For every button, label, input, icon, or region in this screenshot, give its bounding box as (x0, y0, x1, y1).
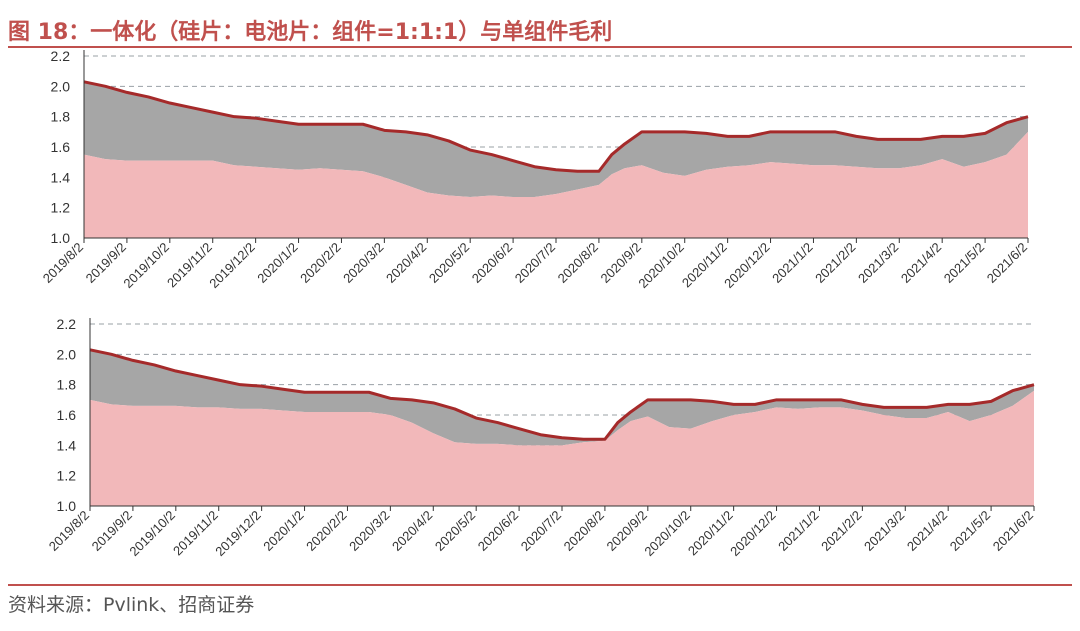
x-tick-label: 2021/6/2 (990, 508, 1036, 554)
x-tick-label: 2021/6/2 (984, 240, 1030, 286)
x-tick-label: 2020/12/2 (721, 240, 773, 292)
x-tick-label: 2019/12/2 (206, 240, 258, 292)
y-tick-label: 1.0 (57, 498, 77, 514)
x-tick-label: 2020/10/2 (641, 508, 693, 560)
x-tick-label: 2020/2/2 (297, 240, 343, 286)
x-tick-label: 2020/3/2 (346, 508, 392, 554)
y-tick-label: 2.2 (57, 316, 77, 332)
x-tick-label: 2020/3/2 (340, 240, 386, 286)
x-tick-label: 2020/1/2 (260, 508, 306, 554)
x-tick-label: 2020/8/2 (555, 240, 601, 286)
title-bar: 图 18：一体化（硅片：电池片：组件=1:1:1）与单组件毛利 (8, 10, 1072, 48)
x-tick-label: 2020/7/2 (518, 508, 564, 554)
x-tick-label: 2021/4/2 (898, 240, 944, 286)
figure-title: 图 18：一体化（硅片：电池片：组件=1:1:1）与单组件毛利 (8, 20, 613, 45)
x-tick-label: 2020/5/2 (432, 508, 478, 554)
x-tick-label: 2021/5/2 (947, 508, 993, 554)
x-tick-label: 2020/12/2 (727, 508, 779, 560)
x-tick-label: 2020/8/2 (561, 508, 607, 554)
series-pink-area (84, 131, 1028, 238)
y-tick-label: 1.6 (57, 407, 77, 423)
y-tick-label: 1.8 (51, 109, 71, 125)
series-gray-area (90, 349, 1034, 446)
x-tick-label: 2021/1/2 (775, 508, 821, 554)
source-note: 资料来源：Pvlink、招商证券 (8, 594, 255, 616)
x-tick-label: 2021/2/2 (812, 240, 858, 286)
x-tick-label: 2021/3/2 (855, 240, 901, 286)
x-tick-label: 2020/10/2 (635, 240, 687, 292)
chart-upper: 1.01.21.41.61.82.02.22019/8/22019/9/2201… (40, 48, 1030, 292)
x-tick-label: 2021/1/2 (769, 240, 815, 286)
source-divider (8, 584, 1072, 586)
y-tick-label: 1.6 (51, 139, 71, 155)
series-pink-area (90, 390, 1034, 506)
x-tick-label: 2019/8/2 (40, 240, 86, 286)
y-tick-label: 1.4 (57, 437, 77, 453)
y-tick-label: 1.2 (57, 468, 77, 484)
x-tick-label: 2019/10/2 (126, 508, 178, 560)
x-tick-label: 2020/4/2 (383, 240, 429, 286)
y-tick-label: 1.0 (51, 230, 71, 246)
y-tick-label: 2.0 (51, 78, 71, 94)
series-line (89, 348, 1035, 441)
x-tick-label: 2021/5/2 (941, 240, 987, 286)
x-tick-label: 2020/1/2 (254, 240, 300, 286)
x-tick-label: 2021/3/2 (861, 508, 907, 554)
x-tick-label: 2020/4/2 (389, 508, 435, 554)
x-tick-label: 2019/10/2 (120, 240, 172, 292)
x-tick-label: 2019/8/2 (46, 508, 92, 554)
y-tick-label: 2.2 (51, 48, 71, 64)
x-tick-label: 2020/5/2 (426, 240, 472, 286)
x-tick-label: 2020/2/2 (303, 508, 349, 554)
chart-lower: 1.01.21.41.61.82.02.22019/8/22019/9/2201… (46, 316, 1036, 560)
y-tick-label: 1.8 (57, 377, 77, 393)
x-tick-label: 2020/6/2 (475, 508, 521, 554)
y-tick-label: 1.4 (51, 169, 71, 185)
series-line (83, 80, 1029, 173)
series-gray-area (84, 81, 1028, 198)
x-tick-label: 2020/7/2 (512, 240, 558, 286)
x-tick-label: 2019/12/2 (212, 508, 264, 560)
x-tick-label: 2021/4/2 (904, 508, 950, 554)
y-tick-label: 2.0 (57, 346, 77, 362)
y-tick-label: 1.2 (51, 200, 71, 216)
x-tick-label: 2021/2/2 (818, 508, 864, 554)
x-tick-label: 2020/6/2 (469, 240, 515, 286)
